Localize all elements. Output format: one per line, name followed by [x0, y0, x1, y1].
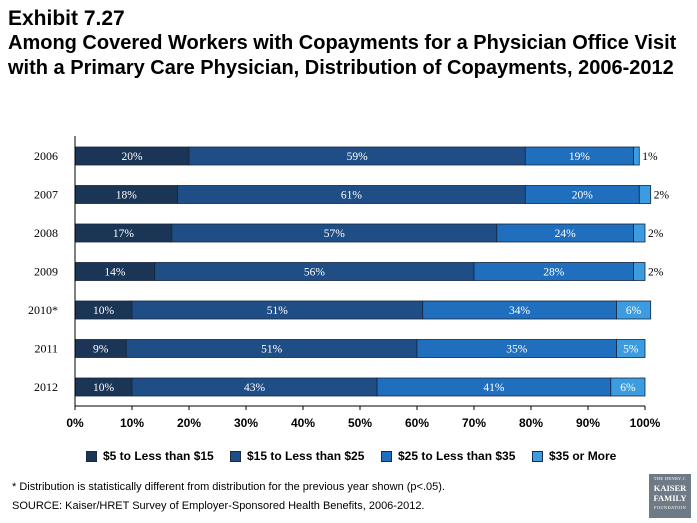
- data-label: 6%: [626, 305, 642, 317]
- data-label: 10%: [93, 382, 115, 394]
- data-label: 5%: [623, 344, 639, 356]
- data-label: 59%: [347, 151, 369, 163]
- data-label: 57%: [324, 228, 346, 240]
- data-label: 41%: [483, 382, 505, 394]
- bar-segment: [616, 300, 652, 320]
- bars-layer: 2006 20% 59% 19% 1% 2007 18% 61% 20% 2% 2008 17% 57%…: [28, 146, 670, 397]
- legend-item: $5 to Less than $15: [86, 446, 214, 466]
- legend-item: $35 or More: [532, 446, 616, 466]
- bar-segment: [633, 223, 646, 243]
- data-label: 19%: [569, 151, 591, 163]
- footnote: * Distribution is statistically differen…: [12, 481, 445, 493]
- x-tick-label: 40%: [291, 416, 315, 430]
- logo-line-4: FOUNDATION: [654, 504, 686, 510]
- logo-line-1: THE HENRY J.: [653, 476, 687, 481]
- data-label: 2%: [648, 228, 664, 240]
- data-label: 51%: [261, 344, 283, 356]
- source-note: SOURCE: Kaiser/HRET Survey of Employer-S…: [12, 500, 425, 512]
- data-label: 18%: [116, 190, 138, 202]
- y-tick-label: 2011: [34, 342, 58, 356]
- legend-swatch: [86, 450, 97, 462]
- bar-segment: [616, 339, 646, 358]
- data-label: 24%: [555, 228, 577, 240]
- legend-label: $25 to Less than $35: [398, 449, 516, 463]
- kff-logo: THE HENRY J. KAISER FAMILY FOUNDATION: [649, 474, 691, 518]
- logo-line-2: KAISER: [653, 482, 687, 493]
- bar-segment: [633, 262, 646, 281]
- legend-item: $15 to Less than $25: [230, 446, 364, 466]
- x-tick-label: 10%: [120, 416, 144, 430]
- legend-swatch: [381, 450, 392, 462]
- data-label: 1%: [642, 151, 658, 163]
- data-label: 61%: [341, 190, 363, 202]
- legend-swatch: [230, 450, 241, 462]
- data-label: 14%: [104, 267, 126, 279]
- x-tick-label: 70%: [462, 416, 486, 430]
- exhibit-label: Exhibit 7.27: [8, 7, 125, 30]
- x-tick-label: 100%: [630, 416, 661, 430]
- y-tick-label: 2006: [34, 149, 58, 163]
- chart-title: Among Covered Workers with Copayments fo…: [8, 32, 677, 79]
- bar-segment: [638, 185, 652, 204]
- data-label: 2%: [648, 267, 664, 279]
- data-label: 10%: [93, 305, 115, 317]
- y-tick-label: 2008: [34, 226, 58, 240]
- title-block: Exhibit 7.27 Among Covered Workers with …: [8, 6, 688, 81]
- data-label: 35%: [506, 344, 528, 356]
- data-label: 51%: [267, 305, 289, 317]
- data-label: 17%: [113, 228, 135, 240]
- bar-segment: [633, 146, 640, 166]
- logo-line-3: FAMILY: [653, 493, 687, 503]
- y-tick-label: 2012: [34, 380, 58, 394]
- legend: $5 to Less than $15 $15 to Less than $25 $…: [0, 446, 697, 466]
- x-tick-label: 30%: [234, 416, 258, 430]
- x-tick-label: 60%: [405, 416, 429, 430]
- data-label: 20%: [572, 190, 594, 202]
- y-tick-label: 2010*: [28, 303, 58, 317]
- data-label: 20%: [121, 151, 143, 163]
- legend-label: $35 or More: [549, 449, 617, 463]
- x-tick-label: 20%: [177, 416, 201, 430]
- y-tick-label: 2007: [34, 188, 58, 202]
- x-tick-label: 80%: [519, 416, 543, 430]
- data-label: 34%: [509, 305, 531, 317]
- x-tick-label: 0%: [66, 416, 84, 430]
- y-tick-label: 2009: [34, 265, 58, 279]
- legend-label: $5 to Less than $15: [103, 449, 214, 463]
- x-tick-label: 50%: [348, 416, 372, 430]
- data-label: 9%: [93, 344, 109, 356]
- x-tick-label: 90%: [576, 416, 600, 430]
- legend-swatch: [532, 450, 543, 462]
- bar-segment: [610, 377, 646, 397]
- data-label: 28%: [543, 267, 565, 279]
- x-axis: 0% 10% 20% 30% 40% 50% 60% 70% 80% 90% 100%: [66, 136, 661, 430]
- data-label: 56%: [304, 267, 326, 279]
- legend-item: $25 to Less than $35: [381, 446, 515, 466]
- data-label: 6%: [620, 382, 636, 394]
- data-label: 43%: [244, 382, 266, 394]
- stacked-bar-chart: 2006 20% 59% 19% 1% 2007 18% 61% 20% 2% 2008 17% 57%…: [28, 136, 670, 430]
- data-label: 2%: [654, 190, 670, 202]
- legend-label: $15 to Less than $25: [247, 449, 365, 463]
